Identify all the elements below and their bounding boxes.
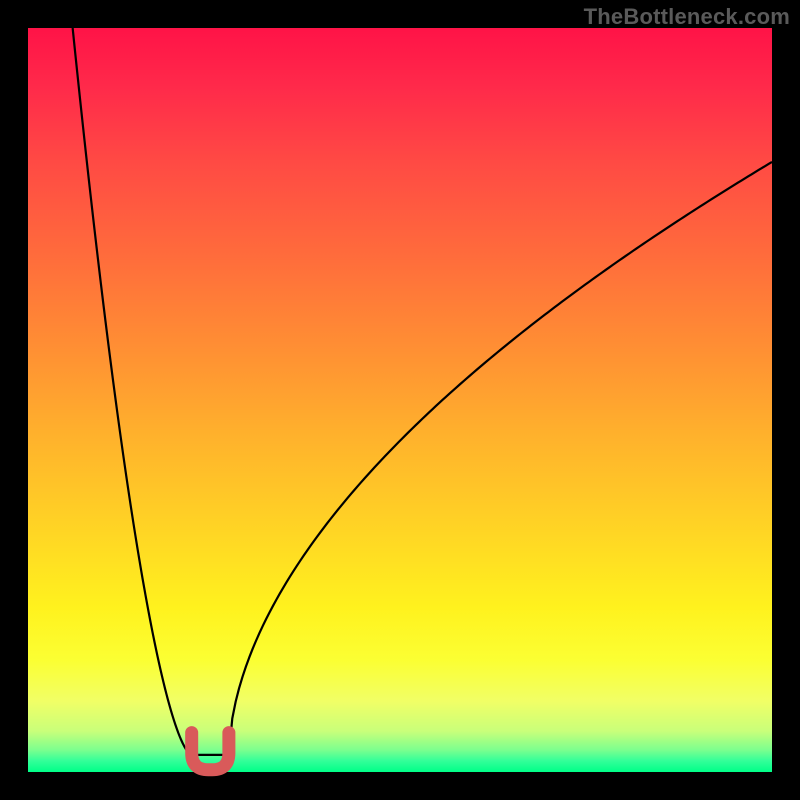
chart-svg [0,0,800,800]
gradient-background [28,28,772,772]
watermark-text: TheBottleneck.com [584,4,790,30]
chart-root: TheBottleneck.com [0,0,800,800]
